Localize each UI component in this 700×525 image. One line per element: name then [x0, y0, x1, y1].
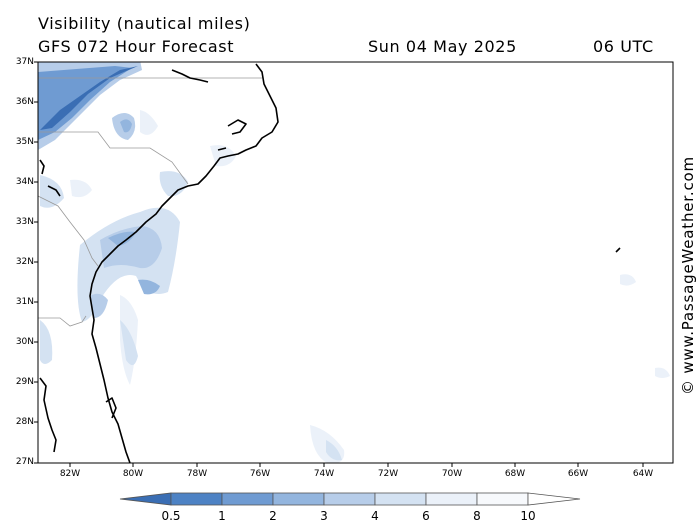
lat-label: 32N	[15, 257, 34, 267]
coastline	[39, 63, 621, 463]
lat-label: 34N	[15, 177, 34, 187]
lat-label: 35N	[15, 137, 34, 147]
lon-label: 76W	[249, 469, 271, 479]
colorbar-label: 8	[473, 509, 481, 523]
forecast-time: 06 UTC	[593, 37, 654, 56]
axis-ticks	[34, 61, 644, 467]
colorbar-label: 1	[218, 509, 226, 523]
lat-label: 37N	[15, 57, 34, 67]
colorbar-label: 4	[371, 509, 379, 523]
colorbar-label: 0.5	[161, 509, 181, 523]
state-borders	[38, 77, 262, 327]
forecast-model-label: GFS 072 Hour Forecast	[38, 37, 235, 56]
lat-label: 36N	[15, 97, 34, 107]
lon-label: 72W	[377, 469, 399, 479]
lon-label: 80W	[122, 469, 144, 479]
lon-label: 68W	[504, 469, 526, 479]
lon-label: 64W	[632, 469, 654, 479]
map-variable-title: Visibility (nautical miles)	[38, 14, 251, 33]
colorbar-label: 6	[422, 509, 430, 523]
colorbar-label: 2	[269, 509, 277, 523]
lon-label: 82W	[59, 469, 81, 479]
visibility-colorbar	[119, 492, 581, 506]
lat-label: 31N	[15, 297, 34, 307]
lon-label: 70W	[441, 469, 463, 479]
lat-label: 28N	[15, 417, 34, 427]
visibility-shading	[38, 62, 670, 463]
lat-label: 30N	[15, 337, 34, 347]
lat-label: 27N	[15, 457, 34, 467]
lon-label: 74W	[313, 469, 335, 479]
lon-label: 78W	[186, 469, 208, 479]
colorbar-label: 10	[520, 509, 536, 523]
lat-label: 29N	[15, 377, 34, 387]
map-area	[38, 62, 670, 463]
colorbar-label: 3	[320, 509, 328, 523]
lon-label: 66W	[567, 469, 589, 479]
lat-label: 33N	[15, 217, 34, 227]
forecast-date: Sun 04 May 2025	[368, 37, 517, 56]
